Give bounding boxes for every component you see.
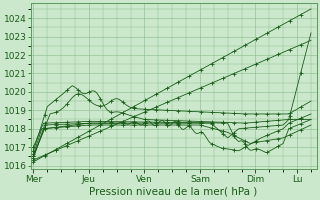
X-axis label: Pression niveau de la mer( hPa ): Pression niveau de la mer( hPa ) [90,187,258,197]
